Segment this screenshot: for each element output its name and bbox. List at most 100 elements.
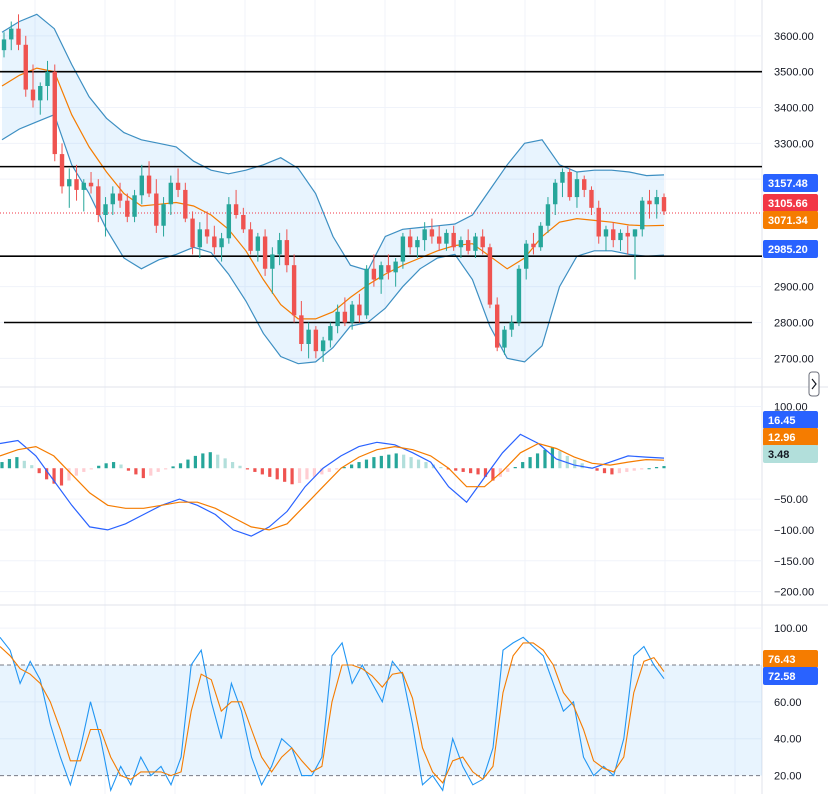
candle-body xyxy=(291,265,297,316)
macd-histogram-bar xyxy=(275,468,279,480)
stochastic-k-badge: 72.58 xyxy=(763,667,818,685)
macd-histogram-bar xyxy=(387,454,391,469)
candle-body xyxy=(219,238,224,248)
candle-body xyxy=(494,304,500,348)
macd-histogram-bar xyxy=(446,468,450,470)
candle-body xyxy=(516,268,522,323)
candle-body xyxy=(640,200,645,230)
candle-body xyxy=(262,236,268,269)
price-badge-lower-band: 2985.20 xyxy=(763,240,818,258)
candle-body xyxy=(81,182,86,190)
macd-histogram-bar xyxy=(357,462,361,469)
stochastic-d-badge: 76.43 xyxy=(763,650,818,668)
candle-body xyxy=(357,304,362,316)
candle xyxy=(146,161,152,198)
candle xyxy=(357,293,362,323)
macd-histogram-bar xyxy=(424,462,428,469)
macd-histogram-bar xyxy=(320,468,324,475)
macd-histogram-bar xyxy=(134,468,138,475)
candle xyxy=(233,189,239,219)
candle xyxy=(342,297,348,327)
macd-histogram-badge-text: 3.48 xyxy=(768,449,789,461)
macd-histogram-bar xyxy=(461,468,465,472)
macd-histogram-bar xyxy=(640,468,644,470)
macd-histogram-bar xyxy=(379,455,383,469)
candle xyxy=(1,32,7,58)
stochastic-k-line xyxy=(0,636,665,793)
price-badge-last: 3105.66 xyxy=(763,194,818,212)
macd-histogram-bar xyxy=(528,457,532,469)
candle-body xyxy=(618,232,623,241)
candle xyxy=(291,254,297,323)
candle xyxy=(567,168,572,201)
candle xyxy=(640,197,645,237)
price-tick-label: 3300.00 xyxy=(774,138,814,150)
macd-histogram-bar xyxy=(513,466,517,469)
candle xyxy=(465,229,471,255)
candle xyxy=(52,64,57,162)
price-tick-label: 3400.00 xyxy=(774,103,814,115)
macd-histogram-bar xyxy=(632,468,636,471)
macd-histogram-bar xyxy=(625,468,629,472)
candle xyxy=(531,232,536,255)
candle-body xyxy=(553,182,558,205)
candle xyxy=(313,326,319,359)
macd-histogram-bar xyxy=(74,468,78,476)
candle xyxy=(618,229,623,251)
macd-histogram-bar xyxy=(327,468,331,472)
candle-body xyxy=(364,268,369,316)
candle xyxy=(117,182,123,208)
price-badge-ma: 3071.34 xyxy=(763,211,818,229)
candle-body xyxy=(473,236,478,251)
macd-histogram-bar xyxy=(22,460,26,469)
candle-body xyxy=(378,265,384,280)
candle xyxy=(270,247,275,294)
candle xyxy=(560,168,565,198)
price-badge-lower-band-text: 2985.20 xyxy=(768,244,808,256)
candle-body xyxy=(596,207,601,237)
candle xyxy=(197,222,203,258)
macd-histogram-bar xyxy=(223,458,227,469)
macd-line xyxy=(0,433,665,537)
candle-body xyxy=(96,186,101,215)
macd-histogram-bar xyxy=(297,468,302,484)
candle-body xyxy=(284,240,290,266)
macd-histogram-bar xyxy=(283,468,287,482)
macd-histogram-bar xyxy=(335,468,339,470)
scroll-handle-icon[interactable] xyxy=(808,371,820,397)
candle xyxy=(154,179,159,233)
candle-body xyxy=(16,28,21,45)
macd-histogram-bar xyxy=(535,453,540,469)
price-tick-label: 2900.00 xyxy=(774,282,814,294)
price-tick-label: 3600.00 xyxy=(774,31,814,43)
macd-histogram-bar xyxy=(595,468,599,471)
candle-body xyxy=(154,193,159,226)
macd-histogram-bar xyxy=(521,462,525,469)
macd-histogram-bar xyxy=(662,466,666,469)
macd-histogram-bar xyxy=(52,468,56,484)
candle-body xyxy=(183,189,188,219)
price-tick-label: 3500.00 xyxy=(774,67,814,79)
candle-body xyxy=(400,236,406,262)
candle xyxy=(407,229,413,255)
candle xyxy=(175,168,181,198)
candle xyxy=(487,243,493,309)
candle-body xyxy=(67,179,72,187)
candle xyxy=(284,229,290,273)
macd-tick-label: −200.00 xyxy=(774,587,814,599)
macd-histogram-bar xyxy=(312,468,317,477)
candle-body xyxy=(161,204,166,226)
stochastic-panel xyxy=(0,636,762,793)
macd-histogram-bar xyxy=(0,462,4,469)
macd-histogram-bar xyxy=(506,468,510,472)
macd-histogram-bar xyxy=(216,454,220,469)
macd-histogram-bar xyxy=(37,468,41,474)
candle xyxy=(255,232,261,262)
candle xyxy=(473,232,478,258)
candle-body xyxy=(342,311,348,323)
candle xyxy=(349,301,355,330)
macd-histogram-bar xyxy=(654,466,659,469)
macd-histogram-bar xyxy=(171,466,175,469)
macd-histogram-bar xyxy=(602,468,607,474)
candle xyxy=(74,164,79,201)
